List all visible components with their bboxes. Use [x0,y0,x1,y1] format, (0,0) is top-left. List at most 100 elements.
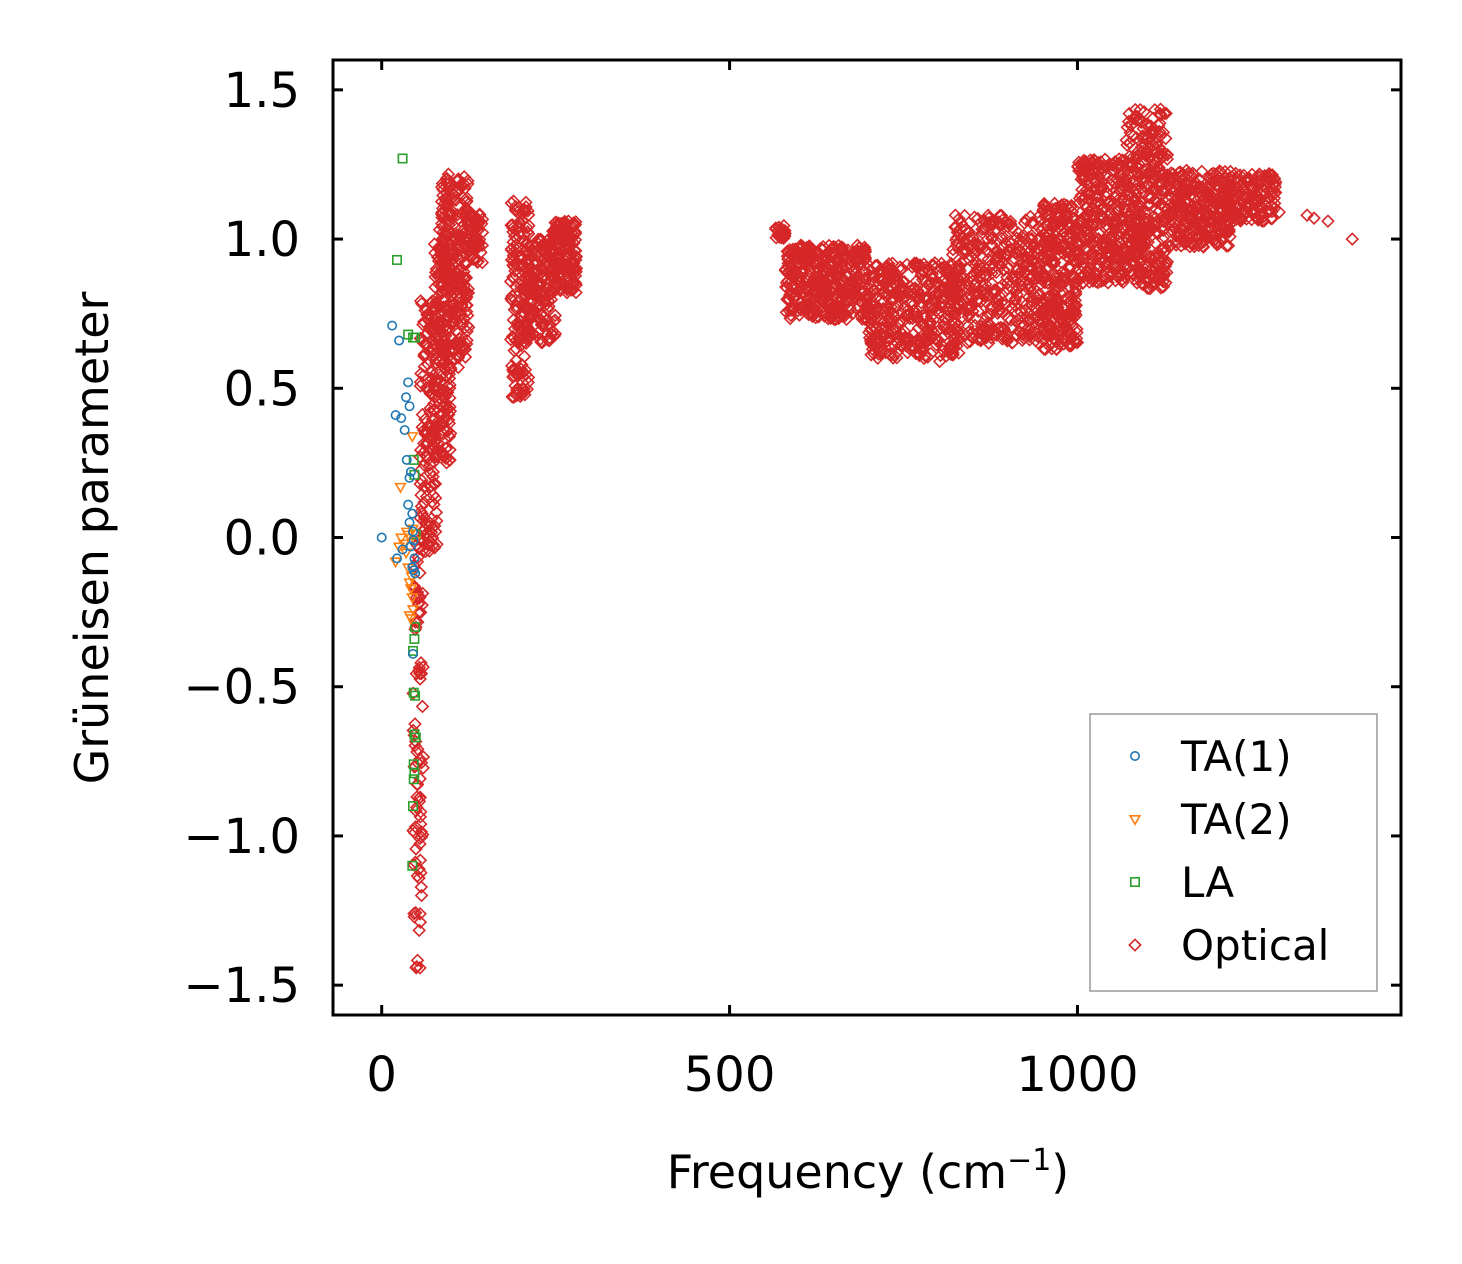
point-optical [1076,153,1091,168]
point-optical [835,309,850,323]
point-optical [1264,173,1278,187]
point-optical [438,266,453,281]
point-optical [1176,168,1191,182]
point-optical [1111,198,1126,213]
point-optical [520,303,534,317]
point-optical [1021,230,1036,245]
point-optical [982,258,997,273]
point-optical [1001,311,1016,326]
point-optical [839,267,854,281]
point-optical [451,325,466,340]
legend-marker [1128,938,1142,952]
point-optical [566,256,581,271]
point-optical [429,514,444,528]
point-optical [919,331,933,345]
point-optical [1175,206,1189,221]
point-optical [435,383,449,398]
point-optical [1244,212,1259,227]
point-optical [1014,274,1028,289]
point-la [409,633,420,644]
point-optical [1005,336,1019,350]
point-optical [891,328,906,342]
legend: TA(1) TA(2) LA Optical [1089,713,1378,992]
point-optical [520,247,534,262]
point-optical [927,326,942,341]
point-ta-1- [410,568,421,579]
point-optical [1071,234,1086,249]
point-optical [1068,287,1083,301]
point-optical [1042,228,1056,243]
point-optical [988,283,1002,297]
point-optical [417,347,432,362]
point-la [407,860,418,871]
point-optical [550,235,565,250]
point-optical [1222,186,1237,200]
point-optical [517,385,532,399]
point-optical [1145,276,1159,291]
point-optical [532,267,547,282]
point-ta-1- [401,392,412,403]
point-optical [544,327,559,342]
x-tick-label: 1000 [1016,1047,1138,1103]
point-optical [1148,125,1163,139]
point-ta-1- [404,401,415,412]
point-ta-1- [392,553,403,564]
point-optical [975,222,989,237]
point-optical [934,338,949,352]
point-optical [1160,255,1175,269]
point-optical [800,274,815,289]
point-optical [1131,144,1146,158]
point-ta-1- [387,320,398,331]
point-optical [885,292,900,306]
point-optical [1000,281,1015,296]
point-optical [447,351,462,365]
point-optical [813,293,828,307]
point-optical [1115,273,1129,287]
point-optical [428,246,442,260]
point-optical [1148,236,1163,251]
point-optical [435,176,450,191]
point-optical [507,331,521,345]
point-optical [448,230,463,245]
point-optical [962,225,977,239]
point-optical [1124,207,1138,222]
point-optical [413,837,427,851]
point-optical [519,280,533,294]
point-ta-1- [376,532,387,543]
point-optical [427,315,442,330]
point-optical [1122,106,1137,121]
point-optical [1036,202,1051,217]
point-optical [507,322,522,336]
point-optical [987,215,1002,230]
point-optical [1158,259,1173,274]
point-optical [1008,269,1023,284]
point-optical [885,325,900,340]
point-optical [1071,248,1085,263]
point-optical [1136,175,1151,190]
point-optical [971,304,986,319]
point-optical [408,855,423,870]
point-optical [1158,147,1173,161]
point-optical [907,256,922,271]
point-optical [785,274,799,288]
point-optical [427,431,441,445]
point-optical [948,306,963,321]
point-optical [1005,270,1019,285]
point-optical [1112,152,1126,166]
point-optical [1049,342,1064,357]
point-optical [1110,172,1124,186]
point-optical [435,205,449,220]
point-optical [1138,206,1152,220]
point-optical [569,285,583,300]
point-optical [1025,270,1039,285]
point-optical [460,191,474,205]
point-optical [507,390,521,405]
point-optical [1211,180,1225,194]
point-optical [519,236,534,251]
point-optical [1036,221,1050,235]
point-optical [1079,232,1094,247]
point-optical [867,268,881,282]
point-optical [512,215,527,229]
point-optical [437,197,451,211]
point-optical [970,211,985,226]
